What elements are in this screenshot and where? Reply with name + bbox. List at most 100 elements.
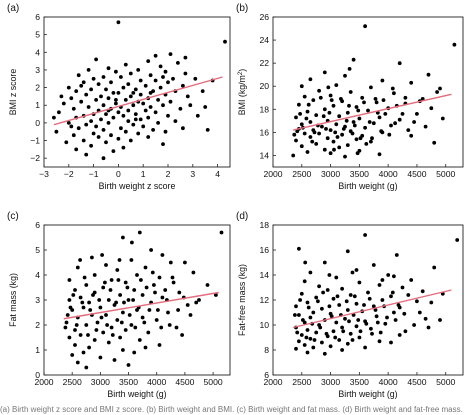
data-point-c-17 xyxy=(67,278,72,282)
data-point-a-14 xyxy=(128,71,133,76)
data-point-a-61 xyxy=(101,103,106,108)
y-tick-label-b-1: 16 xyxy=(259,127,269,137)
y-tick-label-a-3: 1 xyxy=(35,100,40,110)
x-tick-label-c-0: 2000 xyxy=(34,377,53,387)
data-point-b-27 xyxy=(354,105,359,109)
data-point-b-93 xyxy=(364,142,369,146)
data-point-c-74 xyxy=(98,355,103,360)
data-point-d-4 xyxy=(394,253,399,257)
data-point-c-28 xyxy=(118,293,122,297)
data-point-b-70 xyxy=(322,147,327,152)
data-point-d-124 xyxy=(426,325,431,330)
data-point-c-23 xyxy=(101,285,106,290)
data-point-a-92 xyxy=(131,122,136,127)
data-point-b-107 xyxy=(347,103,351,108)
data-point-a-32 xyxy=(121,85,126,90)
data-point-c-125 xyxy=(68,305,73,310)
data-point-a-22 xyxy=(138,78,143,83)
data-point-c-4 xyxy=(160,253,165,257)
data-point-a-25 xyxy=(166,80,170,85)
data-point-d-115 xyxy=(378,330,383,335)
data-point-c-115 xyxy=(153,290,157,295)
data-point-d-129 xyxy=(392,274,396,279)
data-point-d-107 xyxy=(356,318,361,322)
data-point-c-105 xyxy=(122,300,126,305)
data-point-a-12 xyxy=(114,69,118,74)
x-axis-label-a: Birth weight z score xyxy=(99,181,176,191)
data-point-d-78 xyxy=(322,351,327,356)
y-tick-label-a-1: −1 xyxy=(30,136,40,146)
data-point-a-67 xyxy=(178,106,183,111)
data-point-a-116 xyxy=(74,147,79,152)
data-point-b-38 xyxy=(357,116,362,121)
data-point-a-8 xyxy=(106,66,111,71)
x-tick-label-c-1: 2500 xyxy=(63,377,82,387)
data-point-d-35 xyxy=(320,306,324,311)
data-point-d-55 xyxy=(340,325,344,330)
x-tick-label-b-0: 2000 xyxy=(263,169,282,179)
data-point-a-74 xyxy=(153,110,158,115)
x-tick-label-b-3: 3500 xyxy=(350,169,369,179)
data-point-b-60 xyxy=(308,135,313,139)
y-tick-label-b-3: 20 xyxy=(259,81,269,91)
data-point-a-35 xyxy=(133,87,138,92)
y-tick-label-d-3: 12 xyxy=(259,295,269,305)
data-point-c-21 xyxy=(84,283,89,287)
data-point-b-31 xyxy=(305,109,310,114)
data-point-c-30 xyxy=(78,295,83,300)
data-point-d-51 xyxy=(383,321,388,326)
data-point-a-94 xyxy=(141,124,146,129)
plot-frame-c xyxy=(43,224,231,376)
data-point-d-100 xyxy=(335,294,340,299)
data-point-c-83 xyxy=(143,345,148,350)
data-point-c-121 xyxy=(176,308,181,312)
data-point-c-20 xyxy=(171,280,176,285)
y-tick-label-a-6: 4 xyxy=(35,47,40,57)
data-point-c-52 xyxy=(95,320,100,325)
data-point-b-55 xyxy=(302,131,307,136)
x-tick-label-a-7: 4 xyxy=(215,169,220,179)
data-point-b-20 xyxy=(420,97,425,101)
data-point-a-138 xyxy=(148,91,153,95)
data-point-c-40 xyxy=(98,305,103,310)
data-point-d-59 xyxy=(403,329,408,334)
data-point-d-119 xyxy=(393,318,398,322)
x-tick-label-c-2: 3000 xyxy=(91,377,110,387)
data-point-c-43 xyxy=(121,310,125,315)
y-tick-label-b-4: 22 xyxy=(259,58,269,68)
data-point-c-11 xyxy=(143,265,148,270)
data-point-a-111 xyxy=(64,140,69,145)
x-tick-label-c-3: 3500 xyxy=(119,377,138,387)
data-point-c-7 xyxy=(183,260,187,265)
data-point-d-90 xyxy=(306,305,311,310)
data-point-d-112 xyxy=(370,331,374,336)
data-point-d-127 xyxy=(350,270,355,275)
data-point-a-80 xyxy=(121,113,126,118)
data-point-d-18 xyxy=(340,286,344,291)
data-point-d-53 xyxy=(354,324,359,329)
data-point-c-59 xyxy=(101,330,106,335)
y-tick-label-c-3: 3 xyxy=(35,295,40,305)
data-point-a-105 xyxy=(71,133,76,138)
data-point-b-99 xyxy=(310,139,315,144)
data-point-a-34 xyxy=(104,87,108,92)
y-tick-label-c-5: 5 xyxy=(35,245,40,255)
data-point-a-78 xyxy=(166,113,170,118)
data-point-a-102 xyxy=(91,131,96,136)
data-point-d-99 xyxy=(333,335,338,340)
data-point-d-26 xyxy=(331,296,336,301)
data-point-b-57 xyxy=(340,132,344,137)
data-point-a-45 xyxy=(99,94,103,99)
data-point-c-107 xyxy=(127,313,132,317)
data-point-a-52 xyxy=(156,98,161,102)
data-point-c-10 xyxy=(75,265,80,270)
data-point-a-51 xyxy=(123,98,128,102)
data-point-a-29 xyxy=(143,83,148,88)
data-point-a-53 xyxy=(94,98,98,102)
data-point-a-112 xyxy=(104,140,108,145)
data-point-c-19 xyxy=(123,280,128,285)
data-point-b-33 xyxy=(415,112,419,116)
data-point-d-10 xyxy=(386,273,391,277)
data-point-c-104 xyxy=(119,320,124,325)
data-point-b-68 xyxy=(299,144,304,149)
